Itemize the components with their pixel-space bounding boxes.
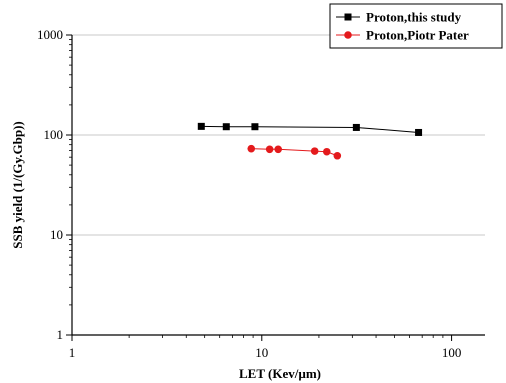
y-tick-label: 100: [44, 127, 64, 142]
data-point: [251, 123, 259, 131]
legend-label: Proton,this study: [366, 10, 462, 25]
series-2: [247, 144, 342, 160]
x-axis-title: LET (Kev/µm): [239, 366, 321, 381]
y-tick-label: 1: [57, 327, 64, 342]
legend-entry: Proton,Piotr Pater: [336, 28, 469, 43]
legend: Proton,this study Proton,Piotr Pater: [329, 3, 503, 49]
x-tick-label: 100: [442, 345, 462, 360]
y-axis-title: SSB yield (1/(Gy.Gbp)): [10, 121, 25, 249]
series-line: [201, 125, 419, 133]
axes: [66, 34, 485, 341]
y-tick-label: 10: [50, 227, 63, 242]
y-tick-label: 1000: [37, 27, 63, 42]
data-point: [322, 147, 331, 156]
data-point: [333, 151, 342, 160]
data-point: [310, 147, 319, 155]
legend-entry: Proton,this study: [336, 10, 462, 25]
series-group: [197, 122, 423, 160]
data-point: [415, 128, 423, 136]
data-point: [274, 145, 282, 154]
data-point: [352, 123, 360, 131]
legend-box: [329, 3, 503, 49]
gridlines: [72, 34, 485, 236]
series-1: [197, 122, 423, 136]
tick-labels: 1 10 100 1 10 100 1000: [37, 27, 461, 360]
x-tick-label: 1: [69, 345, 76, 360]
data-point: [197, 122, 205, 130]
data-point: [265, 145, 274, 154]
legend-marker: [344, 13, 352, 21]
legend-marker: [344, 31, 352, 39]
x-tick-label: 10: [255, 345, 268, 360]
data-point: [222, 123, 230, 131]
legend-label: Proton,Piotr Pater: [366, 28, 469, 43]
data-point: [247, 144, 256, 153]
